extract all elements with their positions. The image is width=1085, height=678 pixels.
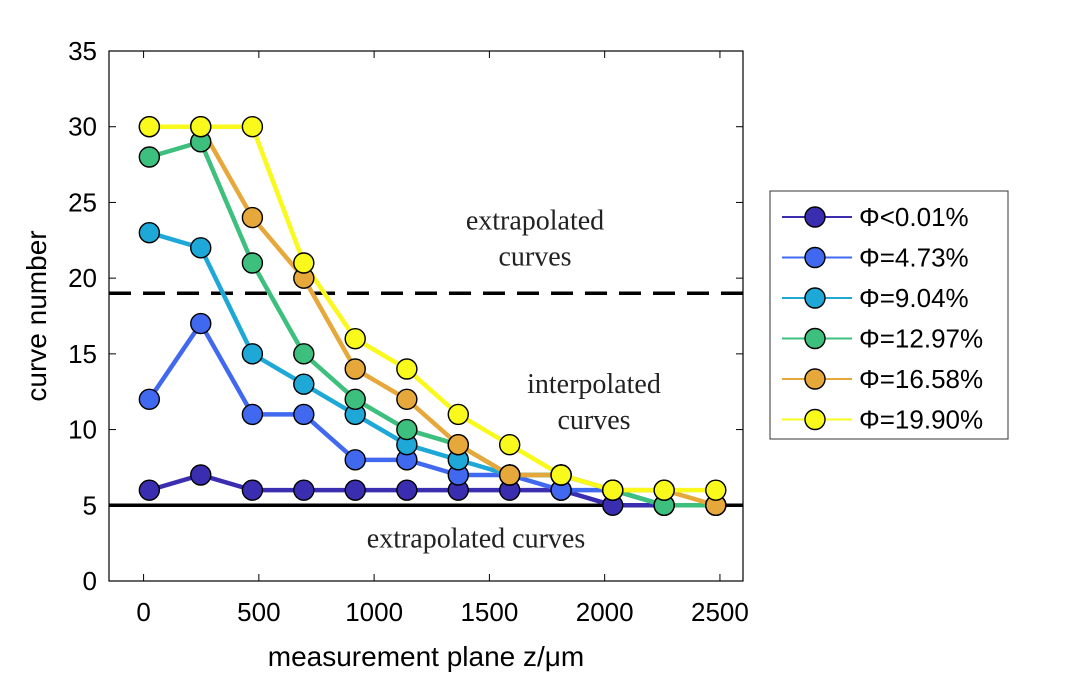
legend-label: Φ=19.90%: [859, 405, 983, 435]
annotation-text: curves: [557, 405, 630, 436]
x-tick-label: 500: [237, 597, 280, 627]
data-point: [498, 464, 521, 486]
data-point: [138, 146, 161, 168]
data-point: [344, 449, 366, 471]
legend-item: Φ=9.04%: [782, 283, 969, 313]
x-tick-label: 2000: [576, 597, 634, 627]
annotation-text: extrapolated: [466, 206, 604, 237]
legend-marker: [804, 206, 826, 228]
x-tick-label: 1500: [460, 597, 518, 627]
data-point: [138, 388, 161, 410]
data-point: [190, 237, 212, 259]
data-point: [241, 403, 264, 426]
data-point: [498, 434, 521, 456]
legend-item: Φ=4.73%: [782, 243, 969, 273]
legend-marker: [804, 408, 826, 431]
data-point: [293, 479, 315, 501]
data-point: [293, 373, 315, 395]
data-point: [138, 479, 161, 501]
data-point: [293, 343, 315, 365]
annotation-text: extrapolated curves: [367, 524, 585, 555]
data-point: [602, 479, 624, 501]
legend-label: Φ=4.73%: [859, 243, 969, 273]
annotations: extrapolated curves interpolated curves extr…: [367, 206, 661, 555]
y-tick-label: 0: [83, 566, 97, 596]
legend-box: [769, 190, 1009, 440]
series-layer: [138, 116, 727, 516]
data-point: [241, 479, 264, 501]
y-tick-label: 15: [68, 339, 97, 369]
x-axis-label: measurement plane z/μm: [268, 641, 585, 672]
data-point: [447, 434, 469, 456]
y-tick-label: 5: [83, 490, 97, 520]
plot-area: [109, 51, 743, 581]
data-point: [344, 388, 366, 410]
y-tick-label: 35: [68, 36, 97, 66]
axis-ticks: 0 500 1000 1500 2000 2500 0 5 10 15 20 25 30 35: [68, 36, 749, 627]
data-point: [241, 116, 264, 138]
x-tick-label: 0: [136, 597, 150, 627]
legend: Φ<0.01% Φ=4.73% Φ=9.04% Φ=12.97% Φ=16.58% Φ=1…: [769, 190, 1009, 440]
legend-marker: [804, 246, 826, 269]
legend-marker: [804, 287, 826, 309]
data-point: [138, 222, 161, 244]
y-tick-label: 10: [68, 415, 97, 445]
annotation-text: curves: [498, 242, 571, 273]
legend-item: Φ=16.58%: [782, 364, 983, 394]
data-point: [190, 116, 212, 138]
data-point: [241, 206, 264, 229]
legend-item: Φ=12.97%: [782, 324, 983, 354]
legend-label: Φ=12.97%: [859, 324, 983, 354]
x-tick-label: 2500: [691, 597, 749, 627]
legend-marker: [804, 327, 826, 350]
legend-item: Φ=19.90%: [782, 405, 983, 435]
data-point: [396, 388, 418, 410]
annotation-text: interpolated: [527, 369, 661, 400]
legend-label: Φ=9.04%: [859, 283, 969, 313]
data-point: [138, 116, 161, 138]
data-point: [447, 403, 469, 426]
series-markers: [138, 116, 727, 501]
data-point: [396, 479, 418, 501]
data-point: [705, 479, 727, 501]
data-point: [396, 418, 418, 441]
legend-marker: [804, 368, 826, 390]
legend-label: Φ=16.58%: [859, 364, 983, 394]
legend-item: Φ<0.01%: [782, 202, 969, 232]
y-axis-label: curve number: [21, 230, 52, 401]
data-point: [550, 464, 572, 486]
data-point: [653, 479, 675, 501]
data-point: [190, 312, 212, 335]
plot-frame: [108, 50, 744, 582]
data-point: [293, 252, 315, 274]
y-tick-label: 20: [68, 263, 97, 293]
y-tick-label: 30: [68, 112, 97, 142]
data-point: [241, 252, 264, 274]
data-point: [241, 343, 264, 365]
data-point: [344, 328, 366, 350]
data-point: [344, 479, 366, 501]
data-point: [396, 358, 418, 380]
x-tick-label: 1000: [345, 597, 403, 627]
data-point: [293, 403, 315, 426]
legend-label: Φ<0.01%: [859, 202, 969, 232]
y-tick-label: 25: [68, 187, 97, 217]
data-point: [190, 464, 212, 486]
data-point: [344, 358, 366, 380]
